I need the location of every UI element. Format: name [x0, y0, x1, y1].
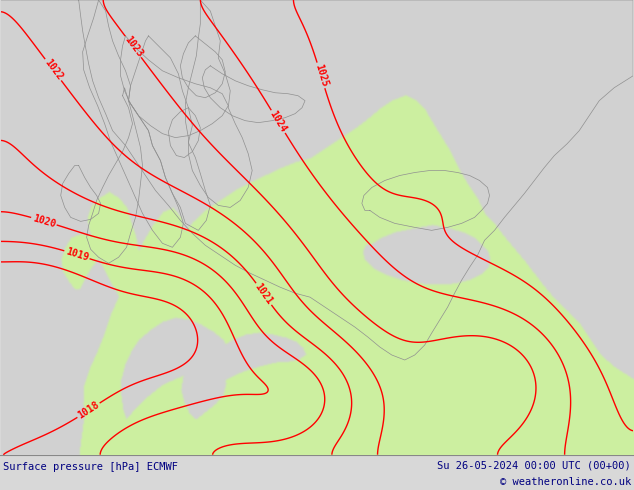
Text: Su 26-05-2024 00:00 UTC (00+00): Su 26-05-2024 00:00 UTC (00+00): [437, 460, 631, 470]
Text: Surface pressure [hPa] ECMWF: Surface pressure [hPa] ECMWF: [3, 462, 178, 472]
Text: 1025: 1025: [313, 63, 329, 88]
Text: 1024: 1024: [268, 109, 288, 134]
Text: 1018: 1018: [76, 400, 101, 421]
Text: 1019: 1019: [64, 246, 89, 263]
Text: 1022: 1022: [42, 57, 64, 82]
Text: © weatheronline.co.uk: © weatheronline.co.uk: [500, 477, 631, 487]
Text: 1021: 1021: [253, 282, 275, 307]
Text: 1020: 1020: [31, 213, 56, 229]
Text: 1023: 1023: [122, 34, 144, 59]
